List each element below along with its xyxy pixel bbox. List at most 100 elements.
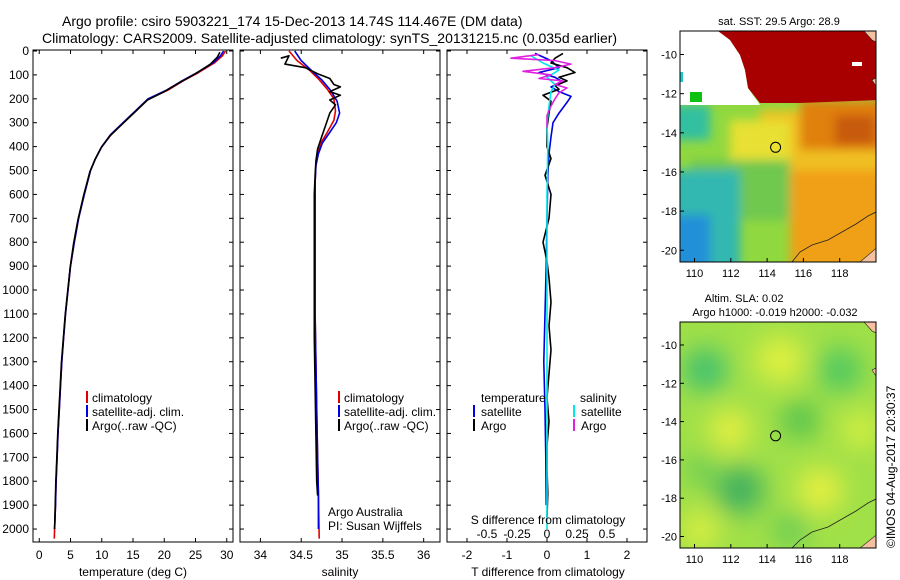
y-tick-label: 1300 [2, 355, 29, 369]
sla-blob-3 [818, 348, 862, 392]
map-x-tick-label: 110 [686, 268, 704, 280]
y-tick-label: 1900 [2, 498, 29, 512]
sst-hot-spot [835, 115, 875, 145]
salinity-x-axis-label: salinity [322, 565, 359, 579]
x-tick-label: -1 [502, 548, 513, 562]
legend-label-satellite: satellite-adj. clim. [92, 405, 184, 419]
x-top-tick-label: 0.5 [599, 527, 616, 541]
x-tick-label: 10 [95, 548, 109, 562]
series-line [280, 54, 342, 496]
sst-map-title: sat. SST: 29.5 Argo: 28.9 [718, 16, 840, 28]
sla-coastline [791, 498, 876, 548]
map-x-tick-label: 112 [722, 268, 740, 280]
series-line [294, 50, 341, 529]
sla-blob-7 [716, 466, 764, 514]
sst-land-se [859, 248, 876, 262]
map-y-tick-label: -16 [661, 455, 677, 467]
map-x-tick-label: 114 [758, 554, 776, 566]
map-y-tick-label: -12 [661, 378, 677, 390]
legend-swatch-argo [338, 419, 340, 431]
sla-blob-5 [782, 402, 818, 438]
legend-title-temperature: temperature [481, 391, 546, 405]
sst-map-frame [679, 30, 877, 263]
map-x-tick-label: 114 [758, 268, 776, 280]
legend-label-climatology: climatology [344, 391, 404, 405]
x-top-tick-label: -0.5 [477, 527, 498, 541]
legend-swatch-argo [86, 419, 88, 431]
sst-field [680, 100, 876, 262]
map-x-tick-label: 110 [686, 554, 704, 566]
legend-label-satellite: satellite-adj. clim. [344, 405, 436, 419]
y-tick-label: 0 [22, 44, 29, 58]
sla-blob-6 [842, 412, 876, 448]
sst-cyan-edge [680, 72, 683, 82]
y-tick-label: 1100 [3, 307, 29, 321]
legend-swatch-climatology [86, 391, 88, 403]
legend-label-sal-argo: Argo [581, 419, 607, 433]
series-line [53, 50, 225, 530]
temperature-legend: climatology satellite-adj. clim. Argo(..… [86, 391, 184, 433]
temperature-x-axis-label: temperature (deg C) [79, 565, 187, 579]
x-tick-label: 34.5 [290, 548, 314, 562]
x-tick-label: 36 [417, 548, 431, 562]
sla-land-se [859, 534, 876, 548]
sla-land-ne [863, 322, 876, 334]
legend-swatch-satellite [338, 405, 340, 417]
sla-blob-4 [710, 410, 750, 450]
sla-field [682, 336, 876, 548]
x-tick-label: 35.5 [371, 548, 395, 562]
difference-x-axis-label: T difference from climatology [471, 565, 625, 579]
series-line [510, 53, 572, 128]
sla-land-e [871, 367, 876, 377]
x-tick-label: 0 [36, 548, 43, 562]
header-line-1: Argo profile: csiro 5903221_174 15-Dec-2… [62, 13, 522, 29]
y-tick-label: 800 [9, 235, 29, 249]
x-tick-label: 30 [220, 548, 234, 562]
y-tick-label: 100 [9, 68, 29, 82]
sla-map-title-1: Altim. SLA: 0.02 [705, 293, 784, 305]
legend-label-argo: Argo(..raw -QC) [344, 419, 429, 433]
legend-swatch-climatology [338, 391, 340, 403]
y-tick-label: 500 [9, 164, 29, 178]
map-x-tick-label: 112 [722, 554, 740, 566]
series-line [53, 51, 221, 530]
x-top-tick-label: 0 [544, 527, 551, 541]
sla-blob-8 [798, 468, 842, 512]
legend-swatch-sal-satellite [573, 405, 575, 417]
x-tick-label: 34 [254, 548, 268, 562]
y-tick-label: 1600 [2, 426, 29, 440]
sla-map [680, 322, 876, 548]
x-top-tick-label: -0.25 [503, 527, 531, 541]
x-tick-label: 0 [544, 548, 551, 562]
map-x-tick-label: 116 [795, 554, 813, 566]
x-tick-label: -2 [462, 548, 473, 562]
y-tick-label: 1700 [2, 450, 29, 464]
sst-cyan-nw [680, 105, 710, 140]
map-y-tick-label: -18 [661, 206, 677, 218]
map-axis-ticks: 110 112 114 116 118 -10 -12 -14 -16 -18 -20 110 112 1… [661, 49, 848, 566]
map-y-tick-label: -14 [661, 417, 677, 429]
map-x-tick-label: 118 [831, 554, 849, 566]
x-tick-label: 15 [126, 548, 140, 562]
x-tick-label: 20 [158, 548, 172, 562]
legend-label-temp-satellite: satellite [481, 405, 522, 419]
legend-swatch-temp-satellite [473, 405, 475, 417]
annotation-pi: PI: Susan Wijffels [328, 519, 422, 533]
series-line [53, 50, 227, 539]
sst-green-pixel [690, 92, 702, 102]
profile-curves [53, 50, 576, 539]
sla-blob-9 [682, 512, 718, 548]
series-line [534, 52, 572, 506]
sst-coastline [791, 211, 876, 262]
legend-label-sal-satellite: satellite [581, 405, 622, 419]
x-tick-label: 5 [67, 548, 74, 562]
x-top-tick-label: 0.25 [565, 527, 589, 541]
salinity-panel-frame [239, 49, 441, 543]
sla-float-marker [770, 430, 782, 442]
map-y-tick-label: -16 [661, 167, 677, 179]
sst-orange-se [790, 170, 876, 262]
series-line [288, 50, 337, 539]
annotation-argo-australia: Argo Australia [328, 505, 403, 519]
sst-cloud-mask [680, 31, 760, 105]
